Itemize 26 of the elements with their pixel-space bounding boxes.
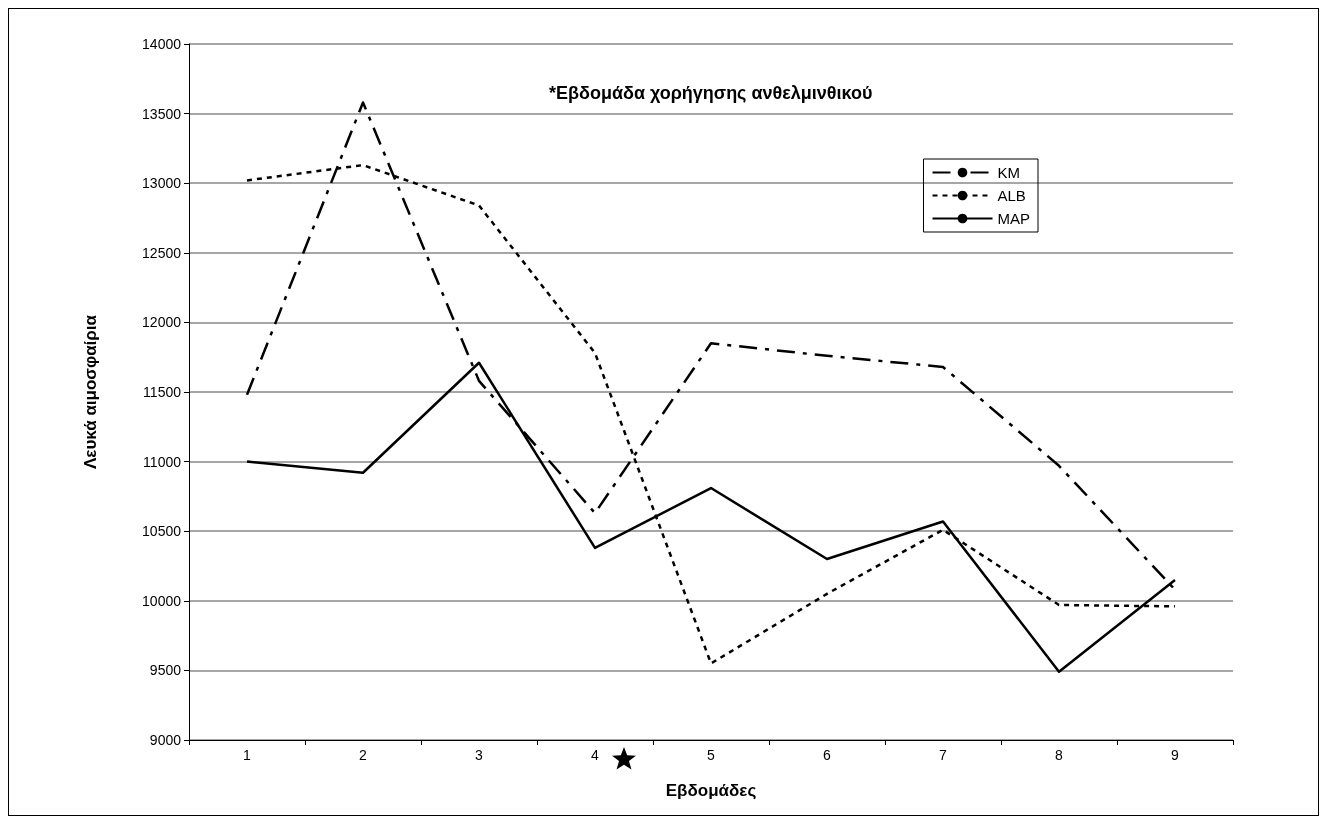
x-tick-label: 9 [1171, 747, 1180, 763]
y-tick-label: 10000 [142, 592, 182, 609]
x-tick-label: 4 [591, 747, 600, 763]
y-tick-label: 10500 [142, 523, 182, 540]
x-tick-label: 1 [243, 747, 252, 763]
y-axis-title: Λευκά αιμοσφαίρια [81, 314, 100, 470]
x-tick-label: 5 [707, 747, 716, 763]
legend-label: ALB [997, 187, 1026, 204]
x-axis-title: Εβδομάδες [665, 781, 757, 800]
y-tick-label: 11000 [143, 453, 182, 470]
x-tick-label: 6 [823, 747, 832, 763]
y-tick-label: 12500 [142, 244, 182, 261]
y-tick-label: 11500 [143, 384, 182, 400]
y-tick-label: 9000 [149, 732, 182, 748]
y-tick-label: 9500 [149, 662, 182, 679]
y-tick-label: 13000 [142, 175, 182, 192]
x-tick-label: 2 [359, 747, 368, 763]
x-tick-label: 7 [939, 747, 948, 763]
y-tick-label: 13500 [142, 105, 182, 122]
x-tick-label: 8 [1055, 747, 1064, 763]
legend-label: KM [997, 164, 1020, 181]
annotation: *Εβδομάδα χορήγησης ανθελμινθικού [549, 83, 873, 103]
x-tick-label: 3 [475, 747, 484, 763]
y-tick-label: 14000 [142, 36, 182, 52]
legend-label: MAP [997, 210, 1031, 227]
y-tick-label: 12000 [142, 314, 182, 331]
